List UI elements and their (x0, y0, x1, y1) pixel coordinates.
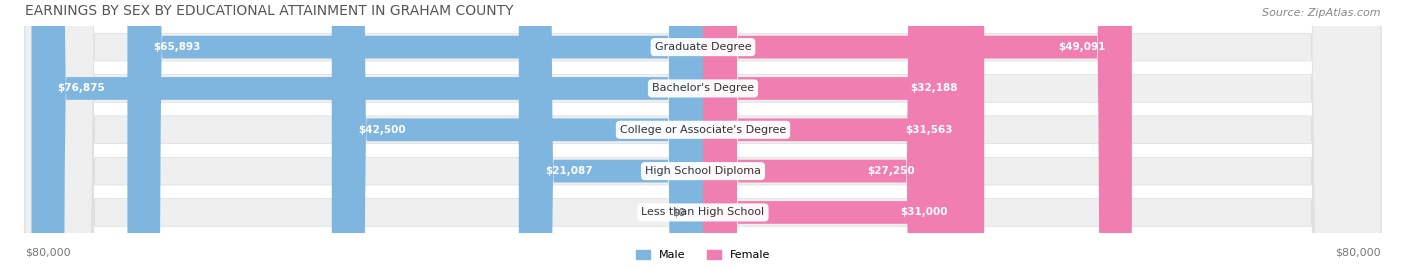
FancyBboxPatch shape (703, 0, 974, 269)
FancyBboxPatch shape (31, 0, 703, 269)
FancyBboxPatch shape (25, 0, 1381, 269)
Text: Graduate Degree: Graduate Degree (655, 42, 751, 52)
Text: Less than High School: Less than High School (641, 207, 765, 217)
Text: $65,893: $65,893 (153, 42, 201, 52)
FancyBboxPatch shape (703, 0, 1132, 269)
Text: High School Diploma: High School Diploma (645, 166, 761, 176)
Text: $49,091: $49,091 (1059, 42, 1105, 52)
FancyBboxPatch shape (25, 0, 1381, 269)
FancyBboxPatch shape (25, 0, 1381, 269)
Text: $31,563: $31,563 (905, 125, 952, 135)
Legend: Male, Female: Male, Female (631, 246, 775, 265)
Text: $31,000: $31,000 (900, 207, 948, 217)
FancyBboxPatch shape (703, 0, 979, 269)
Text: EARNINGS BY SEX BY EDUCATIONAL ATTAINMENT IN GRAHAM COUNTY: EARNINGS BY SEX BY EDUCATIONAL ATTAINMEN… (25, 4, 513, 18)
Text: $42,500: $42,500 (359, 125, 405, 135)
Text: $80,000: $80,000 (1336, 247, 1381, 258)
Text: Bachelor's Degree: Bachelor's Degree (652, 83, 754, 93)
Text: $0: $0 (672, 207, 686, 217)
Text: $76,875: $76,875 (58, 83, 105, 93)
FancyBboxPatch shape (703, 0, 941, 269)
FancyBboxPatch shape (332, 0, 703, 269)
Text: College or Associate's Degree: College or Associate's Degree (620, 125, 786, 135)
FancyBboxPatch shape (519, 0, 703, 269)
Text: $80,000: $80,000 (25, 247, 70, 258)
FancyBboxPatch shape (25, 0, 1381, 269)
FancyBboxPatch shape (25, 0, 1381, 269)
Text: Source: ZipAtlas.com: Source: ZipAtlas.com (1263, 8, 1381, 18)
Text: $27,250: $27,250 (868, 166, 915, 176)
Text: $32,188: $32,188 (911, 83, 957, 93)
FancyBboxPatch shape (128, 0, 703, 269)
Text: $21,087: $21,087 (546, 166, 592, 176)
FancyBboxPatch shape (703, 0, 984, 269)
